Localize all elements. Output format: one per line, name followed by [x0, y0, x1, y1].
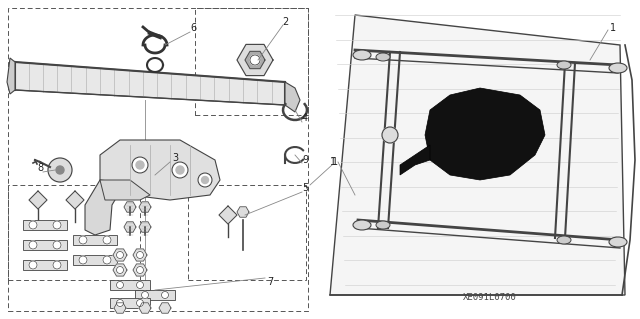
Circle shape [79, 256, 87, 264]
Text: 1: 1 [330, 157, 336, 167]
Ellipse shape [376, 221, 390, 229]
Polygon shape [100, 180, 150, 200]
Circle shape [136, 300, 143, 307]
Ellipse shape [376, 53, 390, 61]
Polygon shape [285, 82, 300, 112]
Polygon shape [124, 222, 136, 232]
Polygon shape [73, 235, 117, 245]
Polygon shape [73, 255, 117, 265]
Polygon shape [139, 222, 151, 232]
Circle shape [136, 161, 144, 169]
Ellipse shape [353, 50, 371, 60]
Circle shape [136, 266, 143, 273]
Circle shape [53, 221, 61, 229]
Polygon shape [135, 290, 175, 300]
Polygon shape [139, 202, 151, 212]
Polygon shape [110, 298, 150, 308]
Text: 6: 6 [190, 23, 196, 33]
Circle shape [172, 162, 188, 178]
Bar [188, 185, 306, 280]
Circle shape [29, 221, 37, 229]
Circle shape [136, 281, 143, 288]
Polygon shape [159, 303, 171, 313]
Polygon shape [237, 44, 273, 76]
Ellipse shape [557, 61, 571, 69]
Text: 1: 1 [610, 23, 616, 33]
Circle shape [29, 261, 37, 269]
Circle shape [116, 266, 124, 273]
Text: 2: 2 [282, 17, 288, 27]
Circle shape [136, 251, 143, 258]
Polygon shape [29, 191, 47, 209]
Polygon shape [219, 206, 237, 224]
Polygon shape [245, 51, 265, 69]
Polygon shape [15, 62, 285, 105]
Circle shape [53, 261, 61, 269]
Circle shape [56, 166, 64, 174]
Polygon shape [237, 207, 249, 217]
Polygon shape [400, 145, 430, 175]
Polygon shape [113, 264, 127, 276]
Circle shape [29, 241, 37, 249]
Polygon shape [66, 191, 84, 209]
Bar [8, 8, 308, 311]
Circle shape [103, 256, 111, 264]
Text: 7: 7 [267, 277, 273, 287]
Polygon shape [23, 240, 67, 250]
Circle shape [250, 55, 260, 65]
Polygon shape [139, 303, 151, 313]
Text: 9: 9 [302, 155, 308, 165]
Polygon shape [85, 180, 125, 235]
Polygon shape [113, 249, 127, 261]
Circle shape [53, 241, 61, 249]
Circle shape [116, 251, 124, 258]
Polygon shape [124, 202, 136, 212]
Polygon shape [330, 15, 625, 295]
Polygon shape [114, 303, 126, 313]
Text: 3: 3 [172, 153, 178, 163]
Text: 8: 8 [37, 163, 43, 173]
Polygon shape [425, 88, 545, 180]
Bar [8, 185, 140, 280]
Circle shape [132, 157, 148, 173]
Bar [195, 8, 308, 115]
Circle shape [116, 281, 124, 288]
Polygon shape [110, 280, 150, 290]
Text: 1: 1 [332, 157, 338, 167]
Ellipse shape [609, 237, 627, 247]
Polygon shape [100, 140, 220, 200]
Polygon shape [23, 220, 67, 230]
Circle shape [79, 236, 87, 244]
Polygon shape [7, 58, 15, 94]
Ellipse shape [557, 236, 571, 244]
Text: 4: 4 [302, 113, 308, 123]
Circle shape [116, 300, 124, 307]
Polygon shape [23, 260, 67, 270]
Circle shape [198, 173, 212, 187]
Circle shape [176, 166, 184, 174]
Ellipse shape [353, 220, 371, 230]
Text: 5: 5 [302, 183, 308, 193]
Circle shape [202, 176, 209, 183]
Circle shape [141, 292, 148, 299]
Polygon shape [133, 249, 147, 261]
Circle shape [382, 127, 398, 143]
Circle shape [161, 292, 168, 299]
Ellipse shape [609, 63, 627, 73]
Polygon shape [133, 264, 147, 276]
Circle shape [48, 158, 72, 182]
Text: XE091L0700: XE091L0700 [463, 293, 517, 302]
Circle shape [103, 236, 111, 244]
